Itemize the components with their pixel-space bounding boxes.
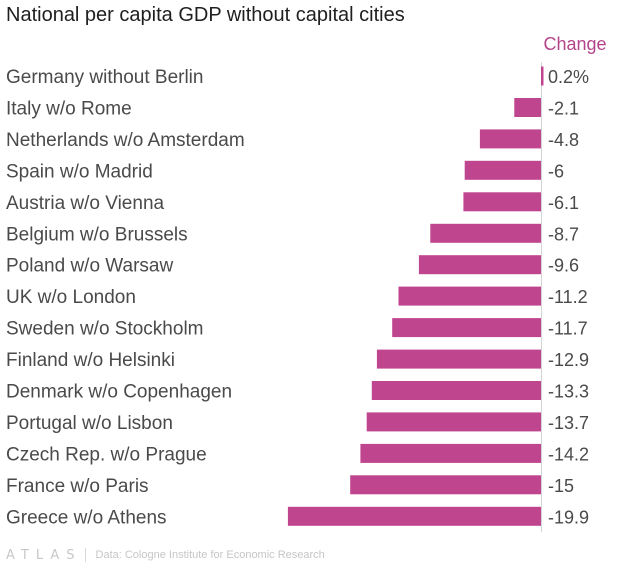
category-label: Spain w/o Madrid bbox=[6, 161, 153, 182]
value-label: -8.7 bbox=[548, 224, 579, 244]
value-label: 0.2% bbox=[548, 67, 589, 87]
bar bbox=[392, 318, 541, 338]
value-label: -19.9 bbox=[548, 507, 589, 527]
bar bbox=[430, 223, 541, 243]
bar bbox=[398, 286, 541, 306]
source-note: Data: Cologne Institute for Economic Res… bbox=[95, 549, 325, 561]
value-label: -13.7 bbox=[548, 413, 589, 433]
value-label: -11.2 bbox=[548, 287, 588, 307]
category-label: Netherlands w/o Amsterdam bbox=[6, 130, 245, 151]
bar bbox=[479, 129, 541, 149]
value-label: -13.3 bbox=[548, 382, 589, 402]
value-label: -14.2 bbox=[548, 444, 589, 464]
category-label: France w/o Paris bbox=[6, 476, 149, 497]
value-label: -6 bbox=[548, 161, 564, 181]
bar bbox=[350, 475, 541, 495]
value-label: -12.9 bbox=[548, 350, 589, 370]
chart-rows: Germany without Berlin 0.2% Italy w/o Rome… bbox=[6, 66, 589, 528]
atlas-logo: ATLAS bbox=[6, 547, 82, 563]
value-label: -9.6 bbox=[548, 256, 579, 276]
bar bbox=[366, 412, 541, 432]
chart-footer: ATLAS Data: Cologne Institute for Econom… bbox=[6, 546, 325, 564]
bar bbox=[541, 66, 544, 86]
category-label: Belgium w/o Brussels bbox=[6, 224, 188, 245]
bar bbox=[514, 98, 541, 117]
value-label: -4.8 bbox=[548, 130, 579, 150]
category-label: Portugal w/o Lisbon bbox=[6, 413, 173, 434]
footer-divider bbox=[84, 548, 86, 562]
category-label: Finland w/o Helsinki bbox=[6, 350, 175, 371]
bar bbox=[464, 160, 541, 180]
value-label: -6.1 bbox=[548, 193, 579, 213]
category-label: Germany without Berlin bbox=[6, 67, 203, 88]
bar bbox=[463, 192, 541, 212]
category-label: Poland w/o Warsaw bbox=[6, 256, 173, 277]
value-label: -2.1 bbox=[548, 98, 579, 118]
category-label: UK w/o London bbox=[6, 287, 136, 308]
value-column-header: Change bbox=[543, 34, 606, 54]
category-label: Sweden w/o Stockholm bbox=[6, 319, 204, 340]
category-label: Greece w/o Athens bbox=[6, 507, 167, 528]
category-label: Italy w/o Rome bbox=[6, 98, 132, 119]
category-label: Austria w/o Vienna bbox=[6, 193, 165, 214]
bar bbox=[376, 349, 541, 369]
bar bbox=[360, 443, 541, 463]
bar bbox=[287, 506, 541, 526]
chart-title: National per capita GDP without capital … bbox=[6, 4, 405, 26]
value-label: -11.7 bbox=[548, 319, 588, 339]
category-label: Czech Rep. w/o Prague bbox=[6, 444, 207, 465]
category-label: Denmark w/o Copenhagen bbox=[6, 382, 232, 403]
bar bbox=[371, 381, 541, 400]
bar bbox=[418, 255, 541, 275]
value-label: -15 bbox=[548, 476, 574, 496]
